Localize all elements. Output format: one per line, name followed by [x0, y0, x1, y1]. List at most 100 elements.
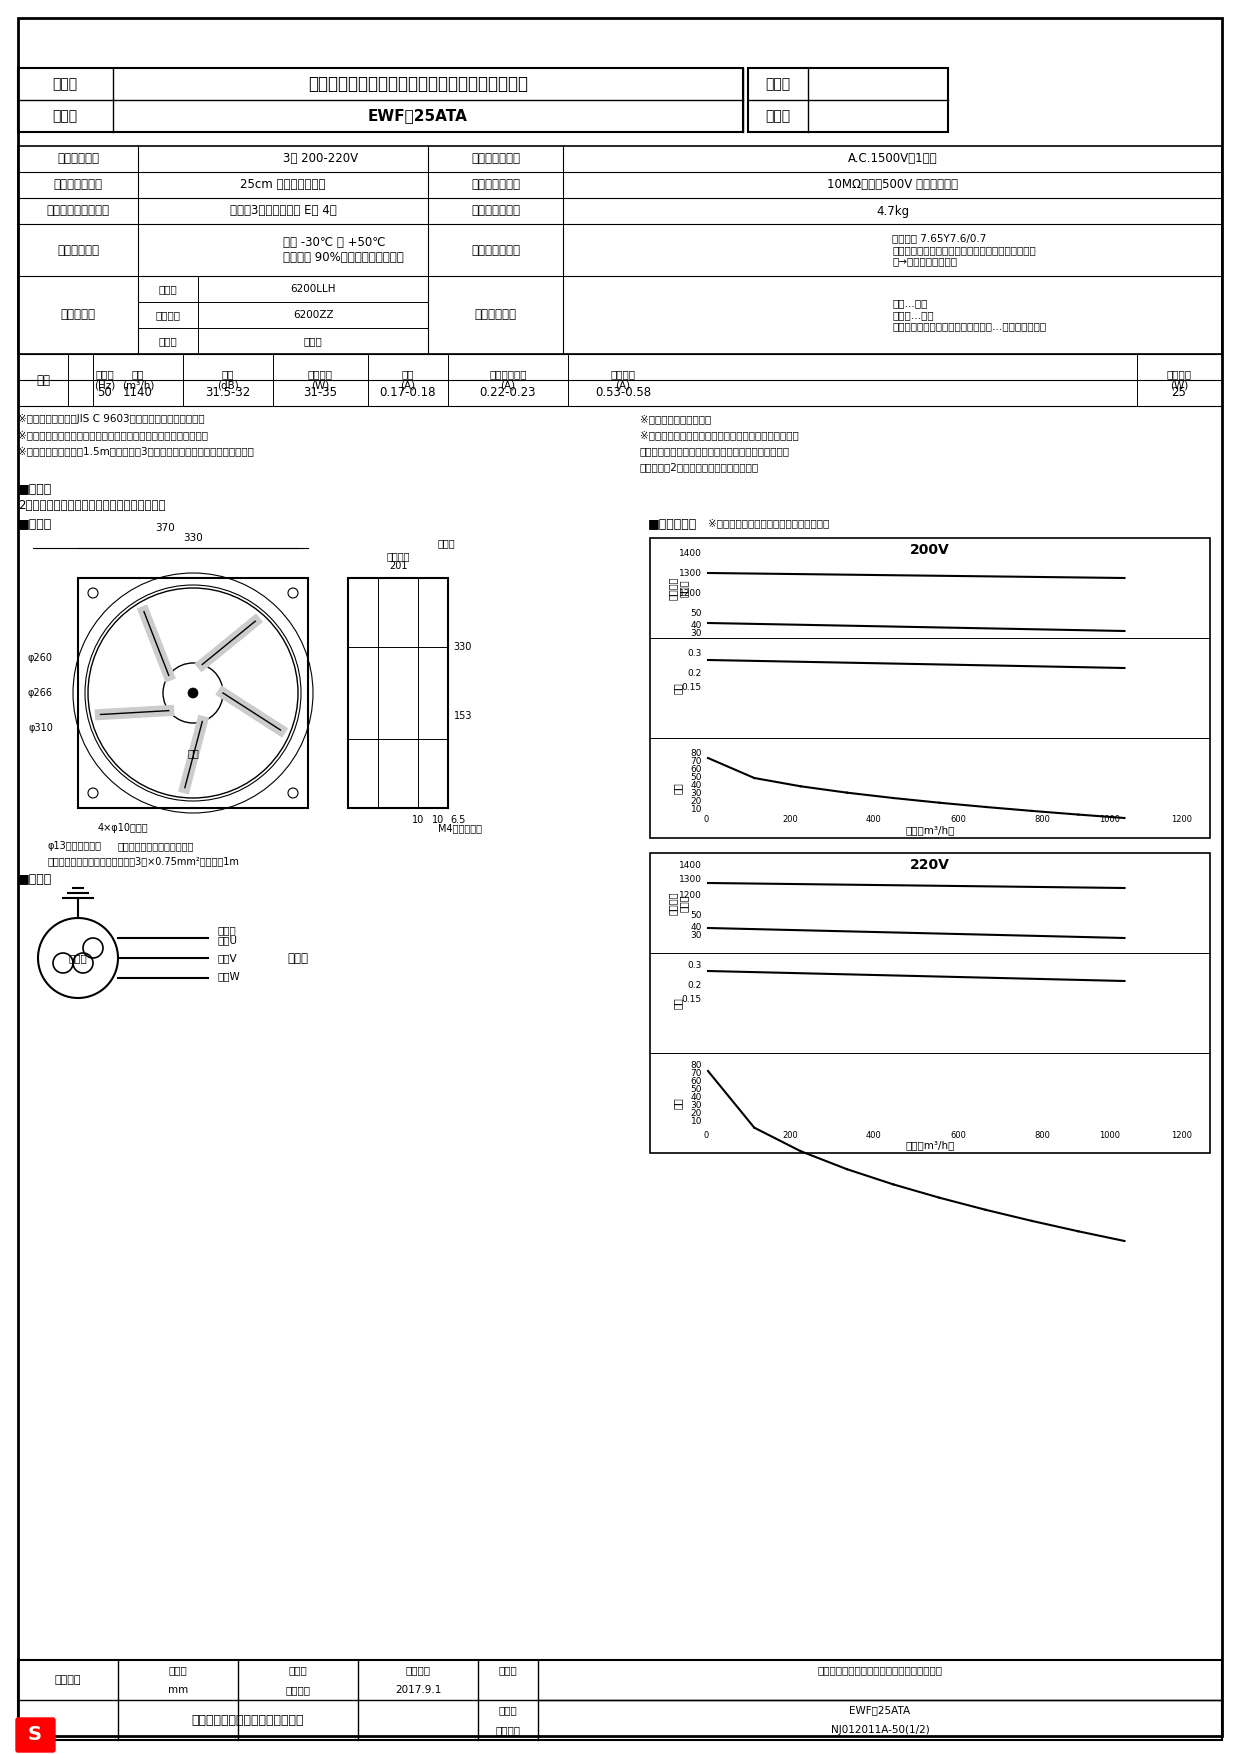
Text: 200: 200 — [782, 816, 797, 824]
Text: ※本品は排気専用です。: ※本品は排気専用です。 — [640, 414, 712, 424]
Text: ■お願い: ■お願い — [19, 482, 52, 496]
Text: 60: 60 — [691, 1077, 702, 1086]
Text: 1200: 1200 — [1172, 816, 1193, 824]
Text: 30: 30 — [691, 789, 702, 798]
Bar — [19, 1659, 1221, 1740]
Text: 玉　軸　受: 玉 軸 受 — [61, 309, 95, 321]
Text: 2ページ目の注意事項を必ずご参照ください。: 2ページ目の注意事項を必ずご参照ください。 — [19, 498, 165, 512]
Text: 第３角法: 第３角法 — [55, 1675, 82, 1686]
Text: ※風量・消費電力はJIS C 9603に基づき測定した値です。: ※風量・消費電力はJIS C 9603に基づき測定した値です。 — [19, 414, 205, 424]
Text: 0.22-0.23: 0.22-0.23 — [480, 386, 536, 400]
Text: 0.17-0.18: 0.17-0.18 — [379, 386, 436, 400]
Text: 騒音
(dB): 騒音 (dB) — [217, 368, 239, 391]
Text: 50: 50 — [691, 910, 702, 919]
Text: ※騒音は正面と側面に1.5m離れた地点3点を無響室にて測定した平均値です。: ※騒音は正面と側面に1.5m離れた地点3点を無響室にて測定した平均値です。 — [19, 446, 254, 456]
Text: 30: 30 — [691, 931, 702, 940]
Bar — [78, 579, 308, 809]
Text: グリス: グリス — [159, 337, 177, 346]
Text: NJ012011A-50(1/2): NJ012011A-50(1/2) — [831, 1724, 929, 1735]
Text: 370: 370 — [155, 523, 175, 533]
Text: 非比例尺: 非比例尺 — [285, 1686, 310, 1694]
Text: 800: 800 — [1034, 1131, 1050, 1140]
Text: 負荷側: 負荷側 — [159, 284, 177, 295]
Text: 0.15: 0.15 — [682, 996, 702, 1005]
Text: ウレア: ウレア — [304, 337, 322, 346]
Text: 0.2: 0.2 — [688, 668, 702, 677]
Text: 消費電力
(W): 消費電力 (W) — [308, 368, 332, 391]
Text: mm: mm — [167, 1686, 188, 1694]
Text: ■結線図: ■結線図 — [19, 873, 52, 886]
Text: 0: 0 — [703, 1131, 708, 1140]
Text: 1140: 1140 — [123, 386, 153, 400]
Text: 40: 40 — [691, 1093, 702, 1102]
Text: 縦板: 縦板 — [187, 747, 198, 758]
Text: 70: 70 — [691, 1068, 702, 1077]
Text: 消費電力
回転数: 消費電力 回転数 — [667, 891, 688, 916]
Text: 1300: 1300 — [680, 568, 702, 577]
Text: φ260: φ260 — [29, 652, 53, 663]
Text: 色調・塗装仕様: 色調・塗装仕様 — [471, 244, 520, 256]
Text: 記　号: 記 号 — [765, 109, 791, 123]
Text: 1200: 1200 — [680, 891, 702, 900]
Text: 0.3: 0.3 — [688, 961, 702, 970]
Text: 産業用有圧換気扇（低騒音形・排気タイプ）: 産業用有圧換気扇（低騒音形・排気タイプ） — [817, 1665, 942, 1675]
Text: 台　数: 台 数 — [765, 77, 791, 91]
Text: 330: 330 — [184, 533, 203, 544]
Text: 風量（m³/h）: 風量（m³/h） — [905, 824, 955, 835]
Text: 400: 400 — [866, 816, 882, 824]
Text: 1200: 1200 — [1172, 1131, 1193, 1140]
Text: 220V: 220V — [910, 858, 950, 872]
Text: 耐　　電　　圧: 耐 電 圧 — [471, 153, 520, 165]
Text: 50: 50 — [691, 772, 702, 782]
Text: 作成日付: 作成日付 — [405, 1665, 430, 1675]
Text: 20: 20 — [691, 1109, 702, 1117]
Bar — [19, 146, 1221, 354]
Text: ■特性曲線図: ■特性曲線図 — [649, 517, 697, 531]
Text: 50: 50 — [691, 609, 702, 617]
Text: マンセル 7.65Y7.6/0.7
本体取付枠・羽根・取付足・モータ・モータカバー
　→ポリエステル塗装: マンセル 7.65Y7.6/0.7 本体取付枠・羽根・取付足・モータ・モータカバ… — [893, 233, 1037, 267]
Text: 起動電流
(A): 起動電流 (A) — [610, 368, 635, 391]
Text: 形　名: 形 名 — [498, 1705, 517, 1715]
Text: 20: 20 — [691, 796, 702, 805]
Text: 特性: 特性 — [36, 374, 50, 386]
Text: 回転方向: 回転方向 — [386, 551, 409, 561]
Text: M4アースネジ: M4アースネジ — [438, 823, 482, 833]
Text: 使用周囲条件: 使用周囲条件 — [57, 244, 99, 256]
Text: 80: 80 — [691, 749, 702, 758]
Text: 質　　　　　量: 質 量 — [471, 205, 520, 217]
Text: 品　名: 品 名 — [498, 1665, 517, 1675]
Text: 10: 10 — [691, 805, 702, 814]
Text: 200V: 200V — [910, 544, 950, 558]
Text: 10: 10 — [691, 1117, 702, 1126]
Text: 赤－U: 赤－U — [218, 935, 238, 945]
Text: 600: 600 — [950, 1131, 966, 1140]
Text: 1300: 1300 — [680, 875, 702, 884]
Text: 白－V: 白－V — [218, 952, 238, 963]
Text: 40: 40 — [691, 781, 702, 789]
Text: 羽　根　形　式: 羽 根 形 式 — [53, 179, 103, 191]
Text: 1000: 1000 — [1099, 1131, 1120, 1140]
Text: 電流
(A): 電流 (A) — [401, 368, 415, 391]
Text: φ13ノックアウト: φ13ノックアウト — [48, 840, 102, 851]
Text: 最大負荷電流
(A): 最大負荷電流 (A) — [490, 368, 527, 391]
Text: ※「騒音」「消費電力」「電流」の値はフリーエアー時の値です。: ※「騒音」「消費電力」「電流」の値はフリーエアー時の値です。 — [19, 430, 208, 440]
Text: 風量
(m³/h): 風量 (m³/h) — [122, 368, 154, 391]
Text: 10: 10 — [412, 816, 424, 824]
Text: 1200: 1200 — [680, 589, 702, 598]
Bar — [650, 538, 1210, 838]
Text: 200: 200 — [782, 1131, 797, 1140]
Text: 600: 600 — [950, 816, 966, 824]
Text: 温度 -30℃ ～ +50℃
相対湿度 90%以下（常温）屋内用: 温度 -30℃ ～ +50℃ 相対湿度 90%以下（常温）屋内用 — [283, 237, 404, 265]
Text: 4×φ10取付穴: 4×φ10取付穴 — [98, 823, 149, 833]
Bar — [650, 852, 1210, 1152]
Text: モータ: モータ — [68, 952, 87, 963]
Text: 装置の選定は最大負荷電流値で選定してください。: 装置の選定は最大負荷電流値で選定してください。 — [640, 446, 790, 456]
Text: 黒－W: 黒－W — [218, 972, 241, 980]
Text: 0.15: 0.15 — [682, 684, 702, 693]
Text: 周波数
(Hz): 周波数 (Hz) — [94, 368, 115, 391]
Text: 形　名: 形 名 — [52, 109, 78, 123]
Circle shape — [188, 688, 198, 698]
Text: 電流: 電流 — [673, 996, 683, 1009]
Text: 三菱産業用有圧換気扇（低騒音形・排気タイプ）: 三菱産業用有圧換気扇（低騒音形・排気タイプ） — [308, 75, 528, 93]
Text: 静圧: 静圧 — [673, 1096, 683, 1109]
